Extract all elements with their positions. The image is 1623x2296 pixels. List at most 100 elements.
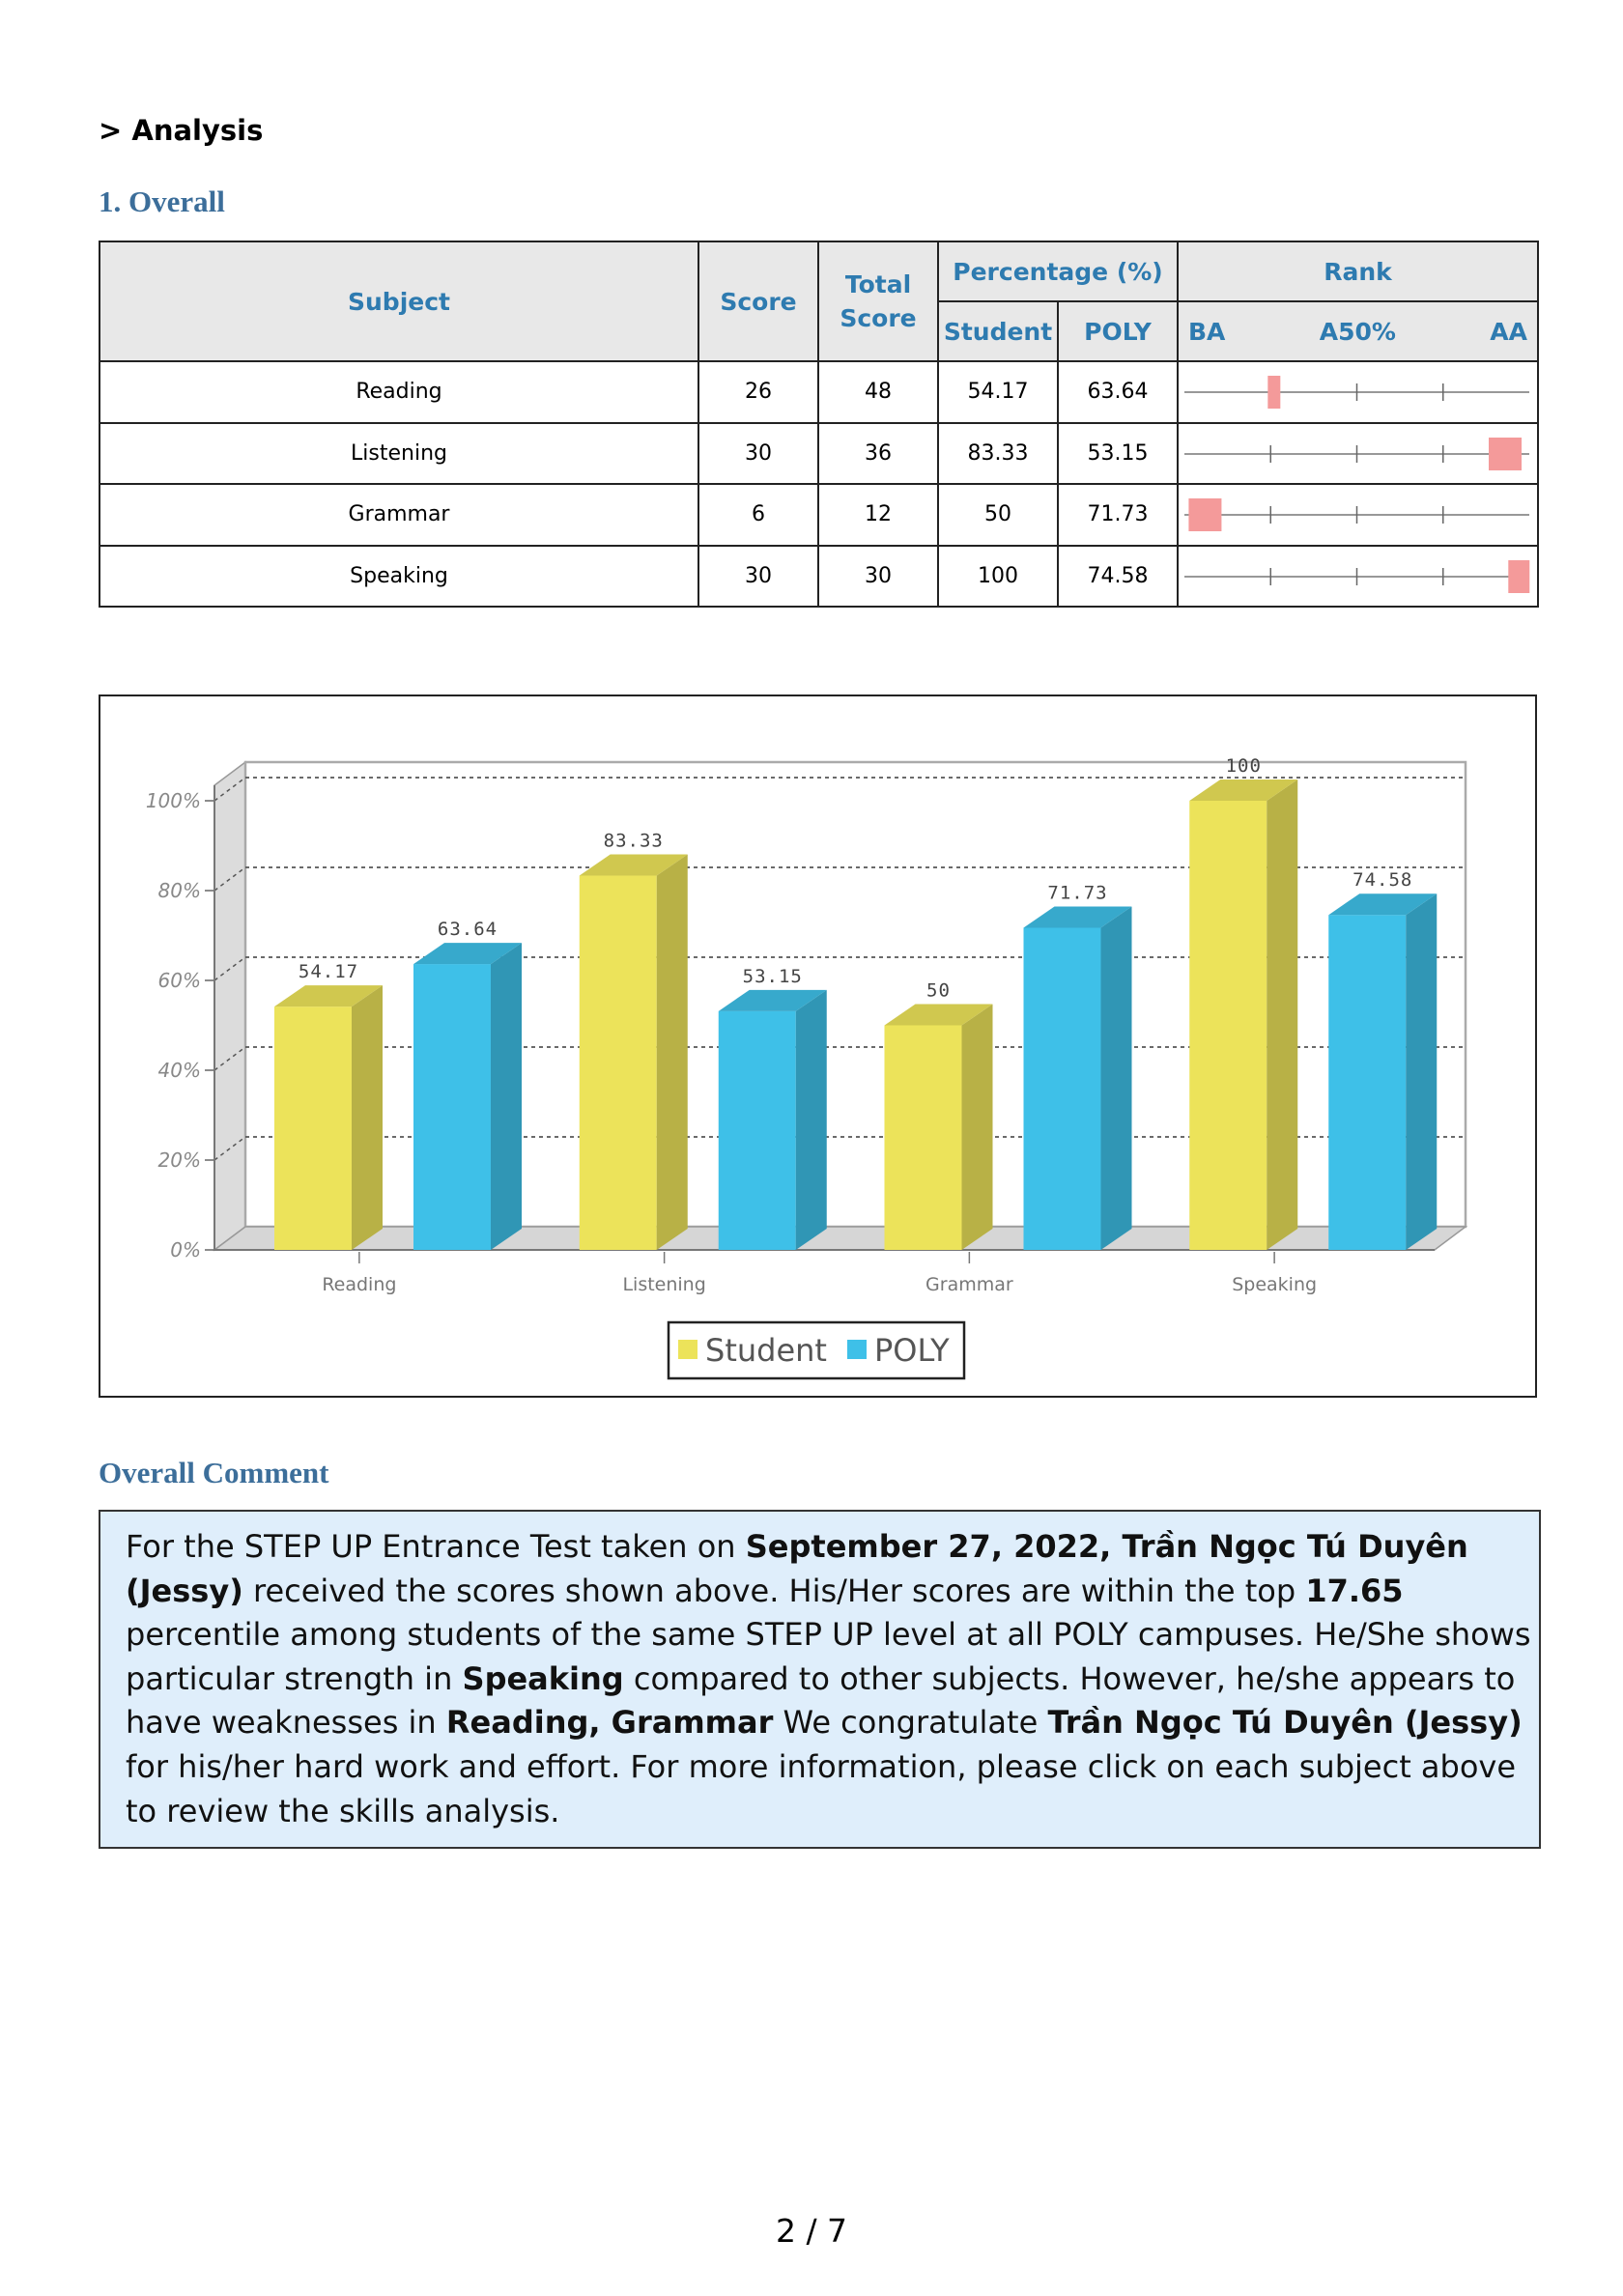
header-rank: Rank xyxy=(1177,241,1539,302)
section-header: > Analysis xyxy=(99,114,264,147)
overall-title: 1. Overall xyxy=(99,184,225,218)
row-poly-pct: 63.64 xyxy=(1057,360,1179,424)
bar xyxy=(1189,780,1298,1250)
row-subject: Listening xyxy=(99,421,699,485)
header-total-score: Total Score xyxy=(817,241,939,362)
data-label: 54.17 xyxy=(299,961,358,982)
table-row: Reading 26 48 54.17 63.64 xyxy=(99,360,1539,424)
header-total-line2: Score xyxy=(840,304,917,332)
x-tick-label: Speaking xyxy=(1232,1274,1317,1295)
row-student-pct: 54.17 xyxy=(937,360,1059,424)
bar-top xyxy=(413,943,522,965)
row-total: 12 xyxy=(817,483,939,547)
bar-front xyxy=(274,1006,352,1250)
comment-text: For the STEP UP Entrance Test taken on xyxy=(126,1528,746,1565)
rank-aa-label: AA xyxy=(1490,317,1527,346)
bar-chart: 0% 20% 40% 60% 80% 100% 54.17 63.64 Reading 83.33… xyxy=(146,755,1468,1380)
bar-side xyxy=(1100,906,1132,1250)
bar xyxy=(579,854,688,1250)
bar-front xyxy=(1023,927,1101,1250)
rank-scale-graphic xyxy=(1184,559,1530,593)
y-tick-label: 80% xyxy=(158,879,201,902)
rank-marker xyxy=(1188,498,1222,532)
bar-side xyxy=(961,1004,993,1250)
bar-side xyxy=(656,854,688,1250)
rank-scale-graphic xyxy=(1184,376,1529,410)
rank-marker xyxy=(1508,559,1530,593)
bar xyxy=(1023,906,1132,1250)
x-tick-label: Reading xyxy=(322,1274,396,1295)
y-tick-label: 40% xyxy=(158,1059,201,1082)
table-row: Listening 30 36 83.33 53.15 xyxy=(99,421,1539,485)
score-table: Subject Score Total Score Percentage (%)… xyxy=(99,241,1539,608)
rank-ba-label: BA xyxy=(1188,317,1226,346)
comment-text: for his/her hard work and effort. For mo… xyxy=(126,1747,1517,1829)
chart-left-wall xyxy=(214,760,246,1252)
bar-top xyxy=(579,854,688,876)
row-poly-pct: 53.15 xyxy=(1057,421,1179,485)
gridline-diagonal xyxy=(214,777,246,802)
gridline-diagonal xyxy=(214,866,246,892)
row-subject: Grammar xyxy=(99,483,699,547)
bar-front xyxy=(1328,915,1407,1250)
bar-side xyxy=(795,989,827,1250)
comment-strength: Speaking xyxy=(462,1659,624,1697)
data-label: 71.73 xyxy=(1047,882,1107,903)
data-label: 63.64 xyxy=(438,919,498,940)
gridline-diagonal xyxy=(214,1136,246,1161)
gridline-diagonal xyxy=(214,956,246,981)
rank-scale xyxy=(1177,421,1539,485)
bar-front xyxy=(413,964,491,1250)
bar xyxy=(1328,893,1438,1250)
data-label: 53.15 xyxy=(743,966,803,987)
data-label: 74.58 xyxy=(1352,869,1412,891)
bar-side xyxy=(352,985,383,1250)
bar-side xyxy=(1406,893,1438,1250)
gridline-diagonal xyxy=(214,1046,246,1071)
bar xyxy=(413,943,522,1250)
header-score: Score xyxy=(698,241,819,362)
data-label: 50 xyxy=(926,980,951,1002)
data-label: 83.33 xyxy=(604,831,664,852)
comment-title: Overall Comment xyxy=(99,1456,329,1489)
row-poly-pct: 71.73 xyxy=(1057,483,1179,547)
page-number: 2 / 7 xyxy=(775,2212,848,2250)
comment-text: percentile among students of the same ST… xyxy=(126,1616,1531,1697)
bar-front xyxy=(884,1025,962,1250)
bar-top xyxy=(718,989,827,1011)
row-subject: Speaking xyxy=(99,544,699,608)
row-student-pct: 83.33 xyxy=(937,421,1059,485)
rank-a50-label: A50% xyxy=(1319,317,1396,346)
bar-top xyxy=(1189,780,1298,801)
row-total: 36 xyxy=(817,421,939,485)
row-score: 30 xyxy=(698,544,819,608)
header-poly: POLY xyxy=(1057,300,1179,362)
bar xyxy=(884,1004,993,1250)
row-score: 30 xyxy=(698,421,819,485)
rank-scale-graphic xyxy=(1184,437,1529,470)
comment-weakness: Reading, Grammar xyxy=(445,1704,774,1742)
x-tick-label: Listening xyxy=(622,1274,705,1295)
legend-label: POLY xyxy=(874,1332,950,1369)
legend-box xyxy=(667,1320,966,1380)
rank-scale-graphic xyxy=(1184,498,1529,532)
row-score: 6 xyxy=(698,483,819,547)
bar-top xyxy=(1328,893,1438,916)
row-score: 26 xyxy=(698,360,819,424)
y-tick-label: 100% xyxy=(146,789,201,812)
row-total: 30 xyxy=(817,544,939,608)
bar-top xyxy=(1023,906,1132,928)
header-total-line1: Total xyxy=(844,270,912,298)
bar-side xyxy=(1267,780,1298,1250)
x-tick-label: Grammar xyxy=(925,1274,1013,1295)
y-tick-label: 20% xyxy=(158,1148,201,1172)
bar xyxy=(718,989,827,1250)
row-student-pct: 100 xyxy=(937,544,1059,608)
comment-text: received the scores shown above. His/Her… xyxy=(242,1572,1306,1609)
comment-text: We congratulate xyxy=(773,1704,1048,1742)
rank-marker xyxy=(1489,437,1523,470)
rank-scale xyxy=(1177,544,1539,608)
table-row: Grammar 6 12 50 71.73 xyxy=(99,483,1539,547)
y-tick-label: 60% xyxy=(158,969,201,992)
rank-scale xyxy=(1177,483,1539,547)
